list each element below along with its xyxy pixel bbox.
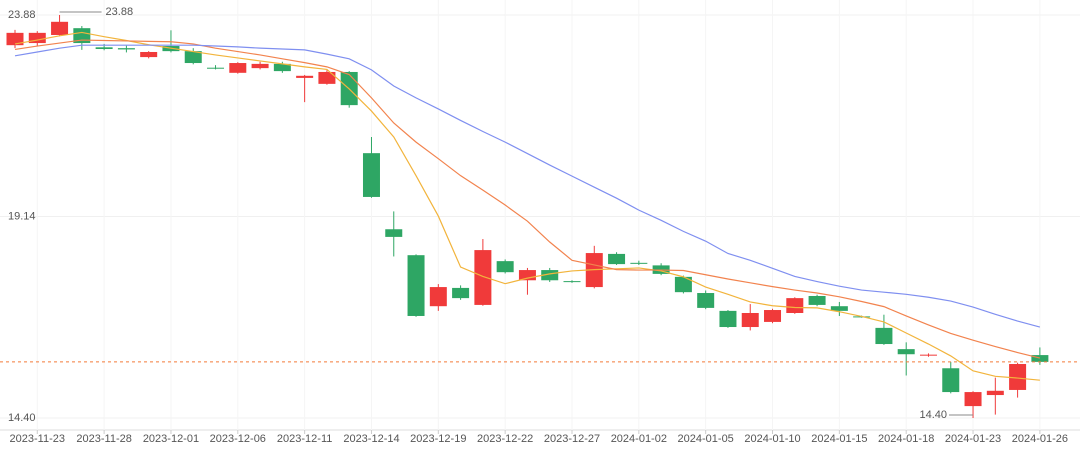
candle-body: [318, 71, 336, 84]
candle-body: [184, 51, 202, 64]
candle-body: [207, 67, 225, 69]
y-tick-label: 19.14: [8, 210, 36, 222]
candle-body: [229, 63, 247, 73]
candle-body: [474, 250, 492, 305]
candle-body: [830, 306, 848, 311]
candle-body: [385, 229, 403, 237]
candle-body: [1031, 355, 1049, 362]
annotation-label: 14.40: [920, 409, 948, 421]
x-tick-label: 2023-12-27: [544, 433, 600, 445]
candle-body: [6, 32, 24, 46]
candle-body: [496, 261, 514, 273]
candle-body: [251, 63, 269, 69]
candle-body: [741, 312, 759, 328]
moving-average-line: [14, 39, 1041, 359]
candle-body: [986, 390, 1004, 396]
candle-body: [541, 270, 559, 281]
x-tick-label: 2023-11-23: [10, 433, 65, 445]
x-tick-label: 2023-11-28: [76, 433, 131, 445]
candle-body: [117, 48, 135, 50]
x-tick-label: 2024-01-18: [878, 433, 934, 445]
x-tick-label: 2024-01-05: [678, 433, 734, 445]
candle-body: [51, 21, 69, 35]
candle-body: [1009, 364, 1027, 390]
candle-body: [919, 354, 937, 356]
candle-body: [73, 28, 91, 44]
candle-body: [942, 368, 960, 393]
x-tick-label: 2024-01-02: [611, 433, 667, 445]
x-tick-label: 2023-12-06: [210, 433, 266, 445]
y-tick-label: 14.40: [8, 412, 36, 424]
candle-body: [407, 255, 425, 316]
candle-body: [452, 287, 470, 299]
candle-body: [273, 63, 291, 72]
candle-body: [697, 293, 715, 308]
x-tick-label: 2024-01-26: [1012, 433, 1068, 445]
candle-body: [964, 392, 982, 407]
x-tick-label: 2024-01-15: [811, 433, 867, 445]
candle-body: [429, 287, 447, 307]
y-tick-label: 23.88: [8, 9, 36, 21]
candle-body: [719, 310, 737, 328]
candle-body: [808, 295, 826, 305]
candle-body: [674, 276, 692, 293]
candle-body: [563, 281, 581, 283]
annotation-label: 23.88: [106, 6, 134, 18]
x-tick-label: 2023-12-01: [143, 433, 199, 445]
x-tick-label: 2024-01-10: [744, 433, 800, 445]
candle-body: [140, 51, 158, 58]
candle-body: [630, 262, 648, 264]
candle-body: [897, 349, 915, 355]
x-tick-label: 2024-01-23: [945, 433, 1001, 445]
x-tick-label: 2023-12-22: [477, 433, 533, 445]
candle-body: [95, 47, 113, 50]
moving-average-line: [14, 44, 1041, 328]
candle-body: [764, 310, 782, 322]
x-tick-label: 2023-12-14: [343, 433, 399, 445]
x-tick-label: 2023-12-11: [277, 433, 332, 445]
candle-body: [875, 327, 893, 345]
candle-body: [518, 270, 536, 281]
candle-body: [362, 153, 380, 197]
moving-average-line: [14, 31, 1040, 381]
candle-body: [296, 75, 314, 78]
candle-body: [28, 32, 46, 44]
candle-body: [786, 298, 804, 313]
x-tick-label: 2023-12-19: [410, 433, 466, 445]
candle-body: [608, 253, 626, 265]
